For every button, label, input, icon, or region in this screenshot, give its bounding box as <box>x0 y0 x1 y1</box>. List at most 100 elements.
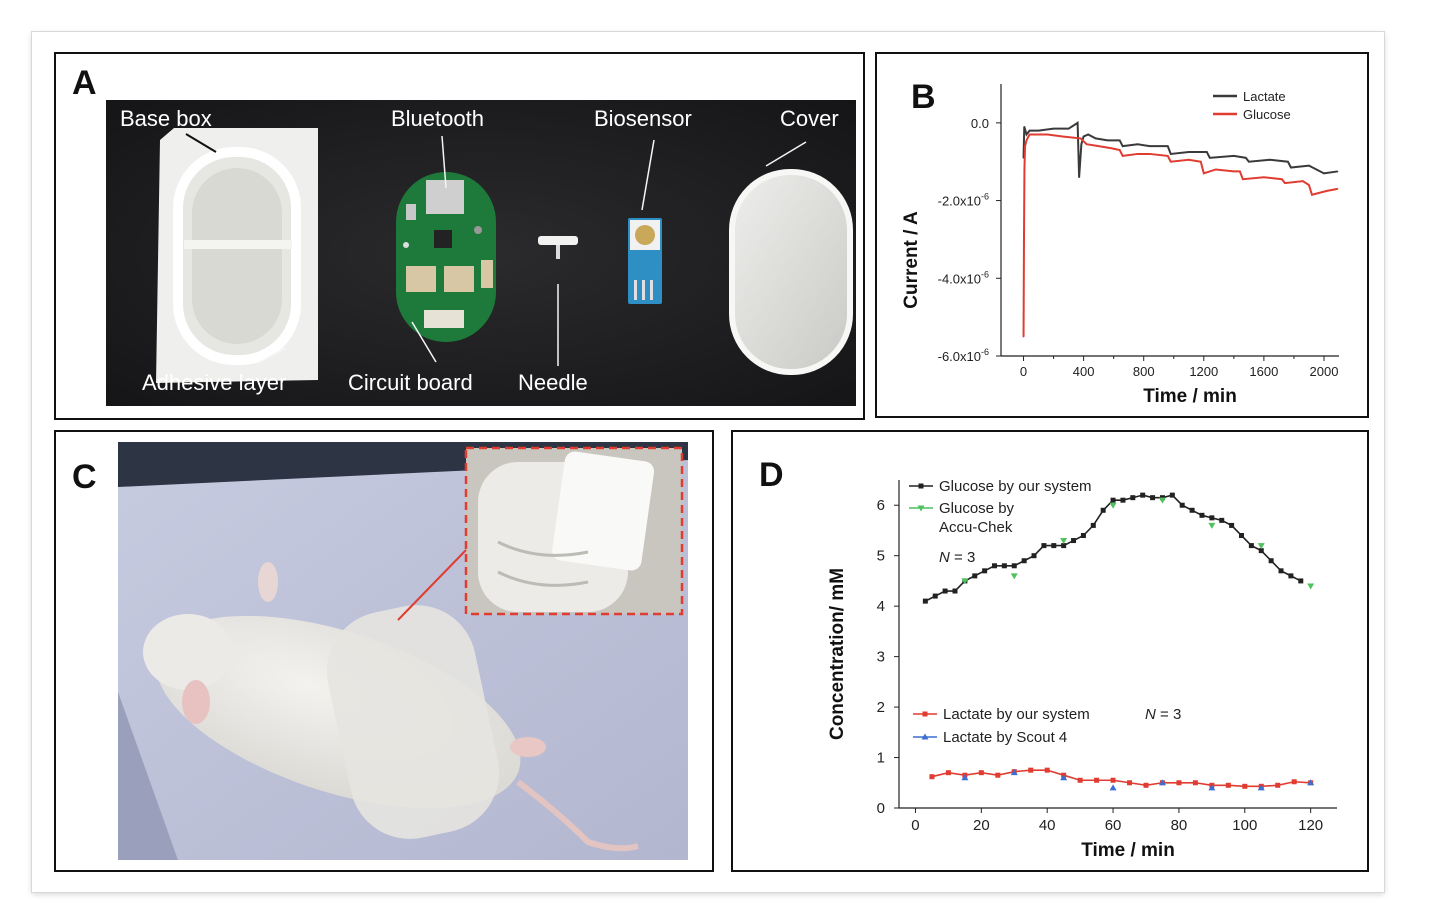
b-data-point <box>1239 170 1241 173</box>
b-data-point <box>1067 127 1070 130</box>
b-data-point <box>1109 147 1112 149</box>
b-data-point <box>1097 145 1100 147</box>
b-data-point <box>1209 157 1211 159</box>
d-point-glucose-by-accu-chek <box>1060 538 1068 545</box>
b-data-point <box>1037 129 1040 132</box>
b-y-tick-exp: -6 <box>981 347 989 357</box>
d-series-line-lactate-by-our-system <box>931 769 1311 788</box>
b-data-point <box>1076 122 1079 124</box>
d-annotation-n-symbol: N <box>939 549 950 566</box>
d-point-glucose-by-our-system <box>1159 495 1165 501</box>
d-point-glucose-by-our-system <box>1298 578 1304 584</box>
b-data-point <box>1302 180 1304 182</box>
d-point-lactate-by-our-system <box>1242 783 1248 789</box>
b-data-point <box>1206 151 1208 153</box>
d-x-tick-label: 0 <box>911 817 919 834</box>
b-data-point <box>1248 160 1250 163</box>
b-data-point <box>1287 160 1289 163</box>
d-annotation-n-symbol: N <box>1145 706 1156 723</box>
panel-d-letter: D <box>759 456 784 494</box>
d-legend-label: Lactate by our system <box>943 706 1090 723</box>
b-data-point <box>1148 153 1151 155</box>
b-y-tick-label: -2.0x10-6 <box>938 192 989 209</box>
circuit-board <box>396 172 496 342</box>
d-x-tick-label: 60 <box>1105 817 1122 834</box>
figure: A <box>32 32 1384 892</box>
d-point-glucose-by-our-system <box>1061 543 1067 549</box>
d-point-glucose-by-our-system <box>1179 502 1185 508</box>
inset-leader <box>397 549 467 621</box>
d-legend-label: Glucose by our system <box>939 478 1092 495</box>
b-data-point <box>1022 335 1025 338</box>
d-point-lactate-by-our-system <box>995 772 1001 778</box>
d-point-glucose-by-our-system <box>1001 563 1007 569</box>
b-data-point <box>1082 135 1085 138</box>
d-point-glucose-by-our-system <box>942 588 948 594</box>
d-y-tick-label: 2 <box>877 699 885 716</box>
b-data-point <box>1079 137 1082 140</box>
b-data-point <box>1169 153 1172 155</box>
device-on-rat <box>326 605 500 839</box>
d-y-tick-label: 4 <box>877 598 885 615</box>
chart-d: 0 20 40 60 80 100 120 0 1 2 3 4 5 6 Time / min Concentr… <box>827 478 1337 861</box>
d-x-tick-label: 120 <box>1298 817 1323 834</box>
b-y-tick-base: -2.0x10 <box>938 194 981 209</box>
d-point-glucose-by-accu-chek <box>1257 543 1265 550</box>
panel-a: A <box>54 52 865 420</box>
d-point-glucose-by-our-system <box>952 588 958 594</box>
d-x-tick-label: 20 <box>973 817 990 834</box>
b-data-point <box>1169 160 1172 163</box>
b-x-tick-label: 400 <box>1073 364 1095 379</box>
panel-c-letter: C <box>72 458 97 496</box>
b-data-point <box>1023 168 1026 171</box>
b-x-tick-label: 1200 <box>1189 364 1218 379</box>
d-legend-marker <box>917 505 925 512</box>
d-annotation-n: N = 3 <box>1145 706 1181 723</box>
b-data-point <box>1203 172 1205 175</box>
b-data-point <box>1136 143 1139 146</box>
d-point-glucose-by-our-system <box>1199 512 1205 518</box>
b-data-point <box>1024 145 1026 147</box>
b-data-point <box>1094 137 1097 140</box>
d-point-lactate-by-our-system <box>929 774 935 780</box>
d-point-lactate-by-scout-4 <box>961 774 969 781</box>
d-point-lactate-by-our-system <box>1110 777 1116 783</box>
b-y-tick-base: -4.0x10 <box>938 271 981 286</box>
panel-d: D 0 20 40 60 80 100 120 0 1 2 3 4 5 6 Time / min Concen… <box>731 430 1369 872</box>
d-point-glucose-by-our-system <box>1229 522 1235 528</box>
base-box <box>156 128 318 383</box>
b-data-point <box>1085 143 1088 146</box>
b-data-point <box>1199 160 1202 163</box>
d-point-lactate-by-scout-4 <box>1307 779 1315 786</box>
b-y-tick-base: -6.0x10 <box>938 349 981 364</box>
label-circuit-board: Circuit board <box>348 370 473 395</box>
b-y-tick-exp: -6 <box>981 269 989 279</box>
b-data-point <box>1233 155 1235 157</box>
b-data-point <box>1061 135 1064 138</box>
b-data-point <box>1245 157 1247 159</box>
panel-a-photo: Base box Bluetooth Biosensor Cover Adhes… <box>106 100 856 406</box>
label-biosensor: Biosensor <box>594 106 692 131</box>
d-point-lactate-by-our-system <box>1176 780 1182 786</box>
d-legend-marker <box>921 733 929 740</box>
d-x-tick-label: 80 <box>1171 817 1188 834</box>
b-data-point <box>1121 155 1124 157</box>
b-data-point <box>1187 151 1190 153</box>
b-data-point <box>1046 133 1049 136</box>
b-data-point <box>1023 125 1026 128</box>
d-point-lactate-by-our-system <box>1143 782 1149 788</box>
d-point-glucose-by-our-system <box>1130 495 1136 501</box>
d-legend-marker <box>922 711 928 717</box>
d-point-glucose-by-our-system <box>1051 543 1057 549</box>
d-point-lactate-by-scout-4 <box>1158 779 1166 786</box>
d-point-glucose-by-accu-chek <box>1208 522 1216 529</box>
d-point-lactate-by-scout-4 <box>1010 769 1018 776</box>
b-data-point <box>1023 238 1025 241</box>
b-data-point <box>1242 178 1244 180</box>
d-point-lactate-by-our-system <box>1275 782 1281 788</box>
panel-c-photo <box>118 442 688 860</box>
b-data-point <box>1187 158 1190 161</box>
b-data-point <box>1233 170 1235 173</box>
d-annotation-n-value: = 3 <box>1156 706 1181 723</box>
d-point-glucose-by-our-system <box>1011 563 1017 569</box>
